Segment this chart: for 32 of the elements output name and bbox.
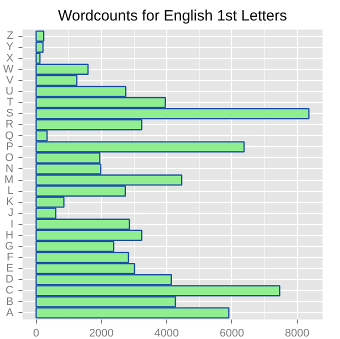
y-tick-label: U	[6, 85, 14, 98]
y-tick-label: I	[10, 218, 14, 230]
y-tick-label: K	[6, 196, 14, 208]
x-tick-label: 4000	[154, 328, 179, 339]
y-tick-label: W	[3, 63, 14, 76]
y-tick-label: F	[6, 252, 14, 264]
y-tick-label: M	[4, 174, 14, 186]
y-tick-label: T	[6, 96, 14, 109]
y-tick-label: N	[6, 162, 14, 175]
y-tick-label: H	[6, 229, 14, 242]
chart-title: Wordcounts for English 1st Letters	[58, 8, 287, 24]
y-tick-label: Y	[6, 41, 14, 54]
y-tick-label: E	[6, 262, 14, 275]
y-tick-label: R	[6, 118, 14, 131]
x-tick-label: 2000	[89, 328, 114, 339]
y-tick-label: B	[6, 296, 14, 308]
y-tick-label: Z	[6, 30, 14, 42]
y-tick-label: L	[7, 185, 14, 198]
y-tick-label: P	[6, 140, 14, 153]
y-tick-label: V	[6, 74, 14, 86]
y-tick-label: Q	[4, 130, 14, 142]
y-tick-label: D	[6, 274, 14, 286]
x-tick-label: 0	[33, 328, 40, 339]
y-tick-label: S	[6, 108, 14, 120]
y-tick-label: C	[6, 284, 14, 297]
y-tick-label: O	[4, 152, 14, 164]
y-tick-label: A	[6, 306, 14, 319]
x-tick-label: 6000	[220, 328, 244, 339]
y-tick-label: X	[6, 52, 14, 64]
x-tick-label: 8000	[284, 328, 310, 339]
y-tick-label: J	[8, 207, 14, 220]
y-tick-label: G	[4, 240, 14, 252]
